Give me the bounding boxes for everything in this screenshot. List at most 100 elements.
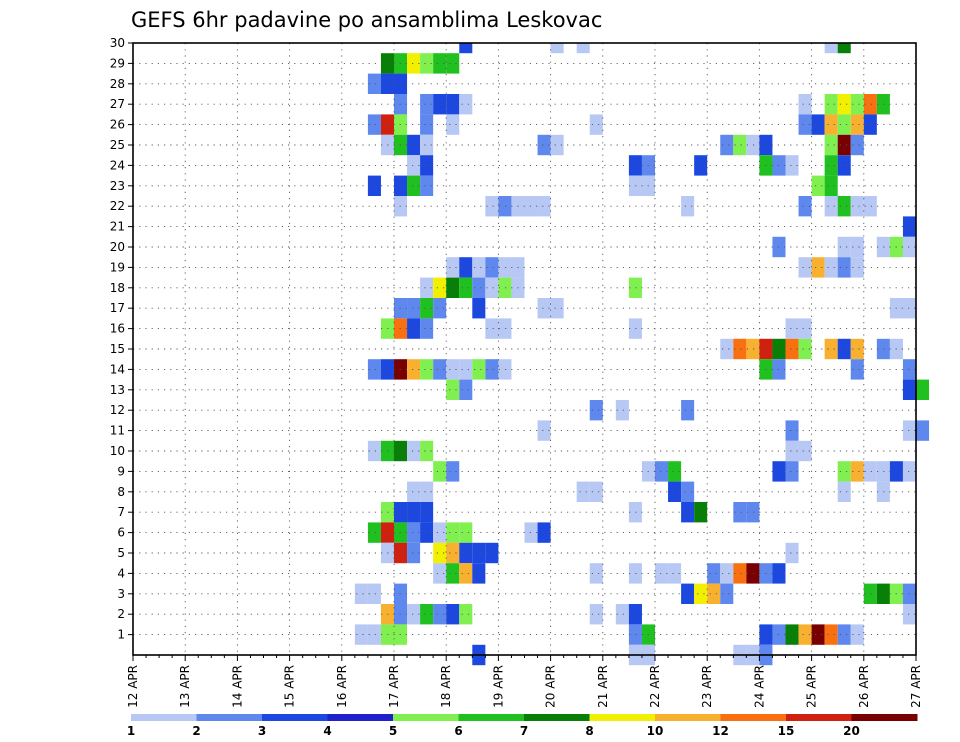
heatmap-cell [589, 604, 603, 625]
colorbar-swatch [524, 714, 590, 721]
y-tick-label: 11 [110, 424, 125, 438]
heatmap-cell [472, 277, 486, 298]
heatmap-cell [850, 624, 864, 645]
heatmap-cell [785, 542, 799, 564]
heatmap-cell [472, 563, 486, 584]
heatmap-cell [498, 318, 512, 339]
heatmap-cell [407, 53, 421, 74]
y-tick-label: 12 [110, 403, 125, 417]
heatmap-cell [367, 440, 381, 462]
heatmap-cell [720, 338, 734, 360]
heatmap-cell [733, 338, 747, 360]
heatmap-cell [720, 563, 734, 584]
heatmap-cell [746, 134, 760, 156]
heatmap-cell [459, 379, 473, 400]
x-tick-label: 16 APR [335, 665, 349, 708]
y-tick-label: 25 [110, 138, 125, 152]
y-tick-label: 27 [110, 97, 125, 111]
y-tick-label: 20 [110, 240, 125, 254]
heatmap-cell [485, 542, 499, 564]
heatmap-cell [837, 114, 851, 135]
heatmap-cell [446, 94, 460, 115]
heatmap-cell [420, 53, 434, 74]
heatmap-cell [485, 318, 499, 339]
x-tick-label: 12 APR [126, 665, 140, 708]
y-tick-label: 16 [110, 322, 125, 336]
heatmap-cell [446, 563, 460, 584]
heatmap-cell [850, 359, 864, 380]
x-tick-label: 27 APR [909, 665, 923, 708]
heatmap-cell [824, 134, 838, 156]
heatmap-cell [433, 563, 447, 584]
y-tick-label: 18 [110, 281, 125, 295]
heatmap-cell [459, 277, 473, 298]
heatmap-cell [537, 196, 551, 217]
heatmap-cell [668, 461, 682, 482]
heatmap-cell [498, 359, 512, 380]
heatmap-cell [681, 583, 695, 604]
heatmap-cell [694, 502, 708, 523]
heatmap-cell [589, 481, 603, 502]
heatmap-cell [407, 155, 421, 176]
heatmap-cell [785, 440, 799, 462]
heatmap-cell [407, 359, 421, 380]
heatmap-cell [707, 583, 721, 604]
y-tick-label: 3 [117, 587, 125, 601]
y-tick-label: 15 [110, 342, 125, 356]
heatmap-cell [485, 257, 499, 278]
colorbar-swatch [655, 714, 721, 721]
heatmap-cell [420, 440, 434, 462]
colorbar-swatch [458, 714, 525, 721]
heatmap-cell [485, 277, 499, 298]
heatmap-cell [902, 604, 916, 625]
y-tick-label: 23 [110, 179, 125, 193]
y-tick-label: 21 [110, 220, 125, 234]
heatmap-cell [589, 400, 603, 421]
colorbar-swatch [393, 714, 459, 721]
x-tick-label: 13 APR [178, 665, 192, 708]
heatmap-cell [798, 624, 812, 645]
heatmap-cell [746, 338, 760, 360]
colorbar-label: 1 [127, 724, 135, 738]
heatmap-cell [367, 73, 381, 94]
heatmap-cell [537, 522, 551, 543]
colorbar-swatch [851, 714, 918, 721]
colorbar-label: 7 [520, 724, 528, 738]
heatmap-cell [837, 196, 851, 217]
colorbar-label: 6 [454, 724, 462, 738]
heatmap-cell [916, 420, 930, 441]
heatmap-cell [420, 522, 434, 543]
colorbar-swatch [786, 714, 852, 721]
x-tick-label: 24 APR [752, 665, 766, 708]
heatmap-cell [902, 461, 916, 482]
heatmap-cell [446, 604, 460, 625]
heatmap-cell [850, 236, 864, 258]
heatmap-cell [550, 43, 564, 54]
heatmap-cell [367, 175, 381, 196]
heatmap-cell [837, 43, 851, 54]
heatmap-cell [420, 359, 434, 380]
heatmap-cell [902, 359, 916, 380]
heatmap-cell [902, 216, 916, 237]
heatmap-cell [446, 542, 460, 564]
heatmap-cell [720, 583, 734, 604]
heatmap-cell [837, 338, 851, 360]
heatmap-cell [863, 196, 877, 217]
heatmap-cell [655, 563, 669, 584]
colorbar-swatch [720, 714, 787, 721]
heatmap-cell [850, 257, 864, 278]
colorbar-label: 2 [192, 724, 200, 738]
colorbar-label: 3 [258, 724, 266, 738]
heatmap-cell [837, 624, 851, 645]
heatmap-cell [902, 420, 916, 441]
y-tick-label: 30 [110, 36, 125, 50]
heatmap-cell [459, 604, 473, 625]
heatmap-cell [837, 155, 851, 176]
colorbar-swatch [262, 714, 328, 721]
heatmap-cell [916, 379, 930, 400]
heatmap-cell [694, 155, 708, 176]
colorbar-label: 10 [647, 724, 664, 738]
heatmap-cell [433, 298, 447, 319]
heatmap-cell [733, 502, 747, 523]
heatmap-cell [433, 522, 447, 543]
